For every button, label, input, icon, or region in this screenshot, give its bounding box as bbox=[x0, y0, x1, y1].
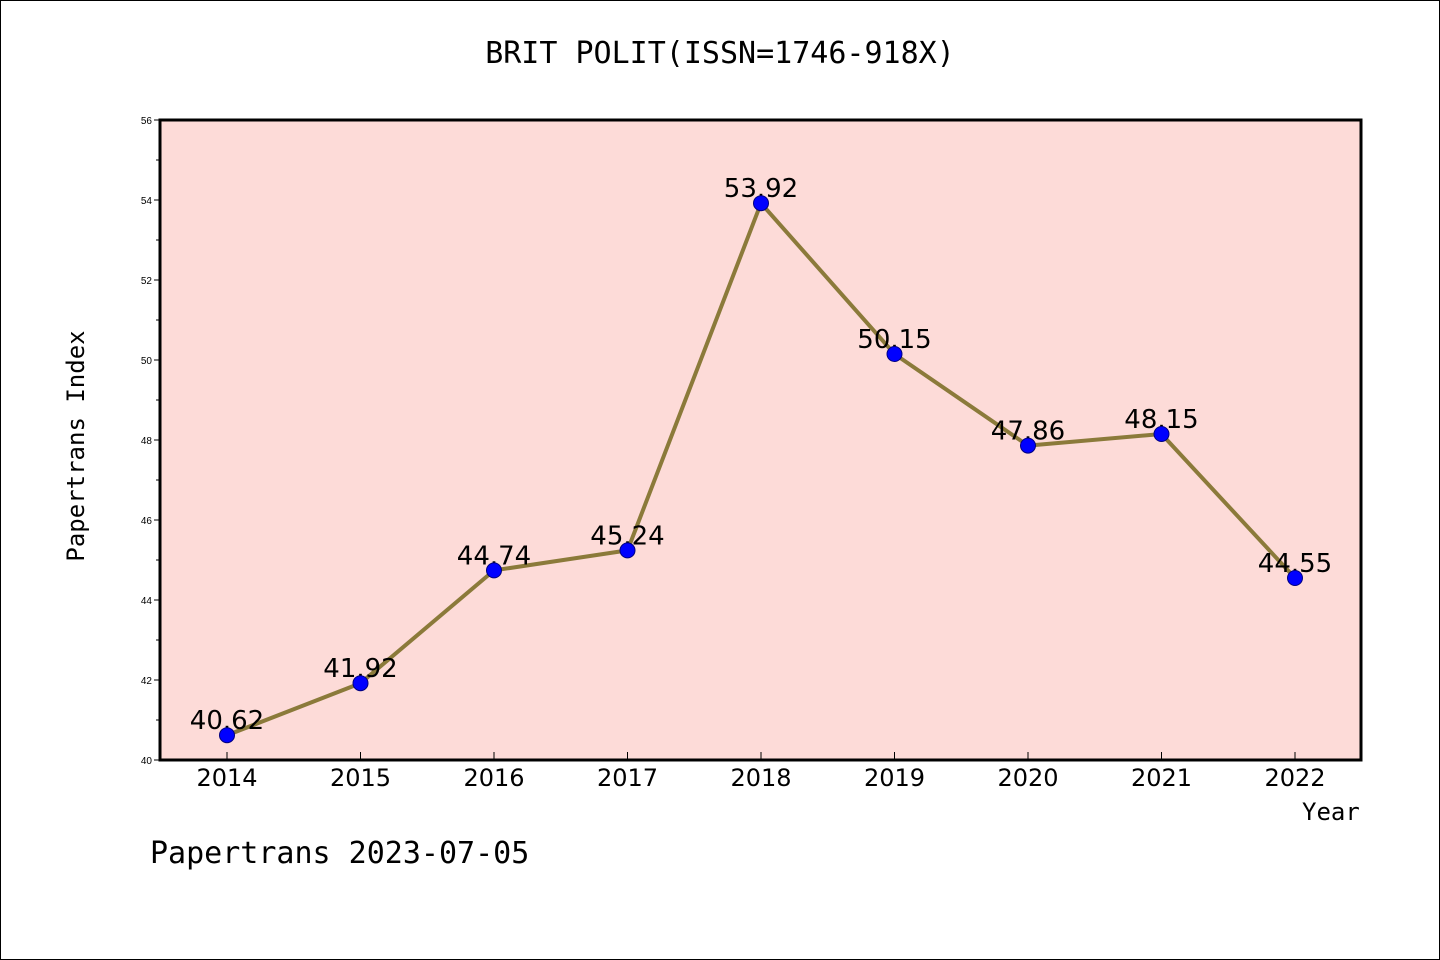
x-tick-label: 2015 bbox=[330, 764, 391, 792]
data-point bbox=[886, 346, 903, 362]
data-point bbox=[352, 675, 369, 692]
x-tick-label: 2020 bbox=[997, 764, 1058, 792]
data-point bbox=[219, 727, 235, 744]
x-tick-label: 2022 bbox=[1264, 764, 1325, 792]
data-point bbox=[619, 542, 636, 559]
y-tick-label: 42 bbox=[141, 676, 153, 687]
plot-border bbox=[158, 118, 1363, 762]
data-point bbox=[486, 562, 502, 579]
y-tick-label: 56 bbox=[141, 116, 153, 127]
x-tick-label: 2017 bbox=[597, 764, 658, 792]
y-tick-label: 40 bbox=[141, 756, 153, 767]
y-tick-label: 52 bbox=[141, 276, 153, 287]
data-point bbox=[1153, 426, 1170, 442]
y-tick-label: 44 bbox=[141, 596, 153, 607]
x-tick-label: 2019 bbox=[864, 764, 925, 792]
chart-title: BRIT POLIT(ISSN=1746-918X) bbox=[485, 36, 955, 71]
data-point bbox=[1287, 570, 1303, 586]
footer-credit: Papertrans 2023-07-05 bbox=[150, 836, 530, 871]
x-tick-label: 2021 bbox=[1131, 764, 1192, 792]
data-point bbox=[1020, 437, 1036, 454]
x-tick-label: 2016 bbox=[463, 764, 524, 792]
x-tick-label: 2014 bbox=[196, 764, 257, 792]
y-tick-label: 46 bbox=[141, 516, 153, 527]
data-point bbox=[753, 195, 769, 212]
x-axis-label: Year bbox=[1302, 798, 1360, 826]
y-tick-label: 48 bbox=[141, 436, 153, 447]
y-tick-label: 54 bbox=[141, 196, 153, 207]
y-tick-label: 50 bbox=[141, 356, 153, 367]
x-tick-label: 2018 bbox=[730, 764, 791, 792]
